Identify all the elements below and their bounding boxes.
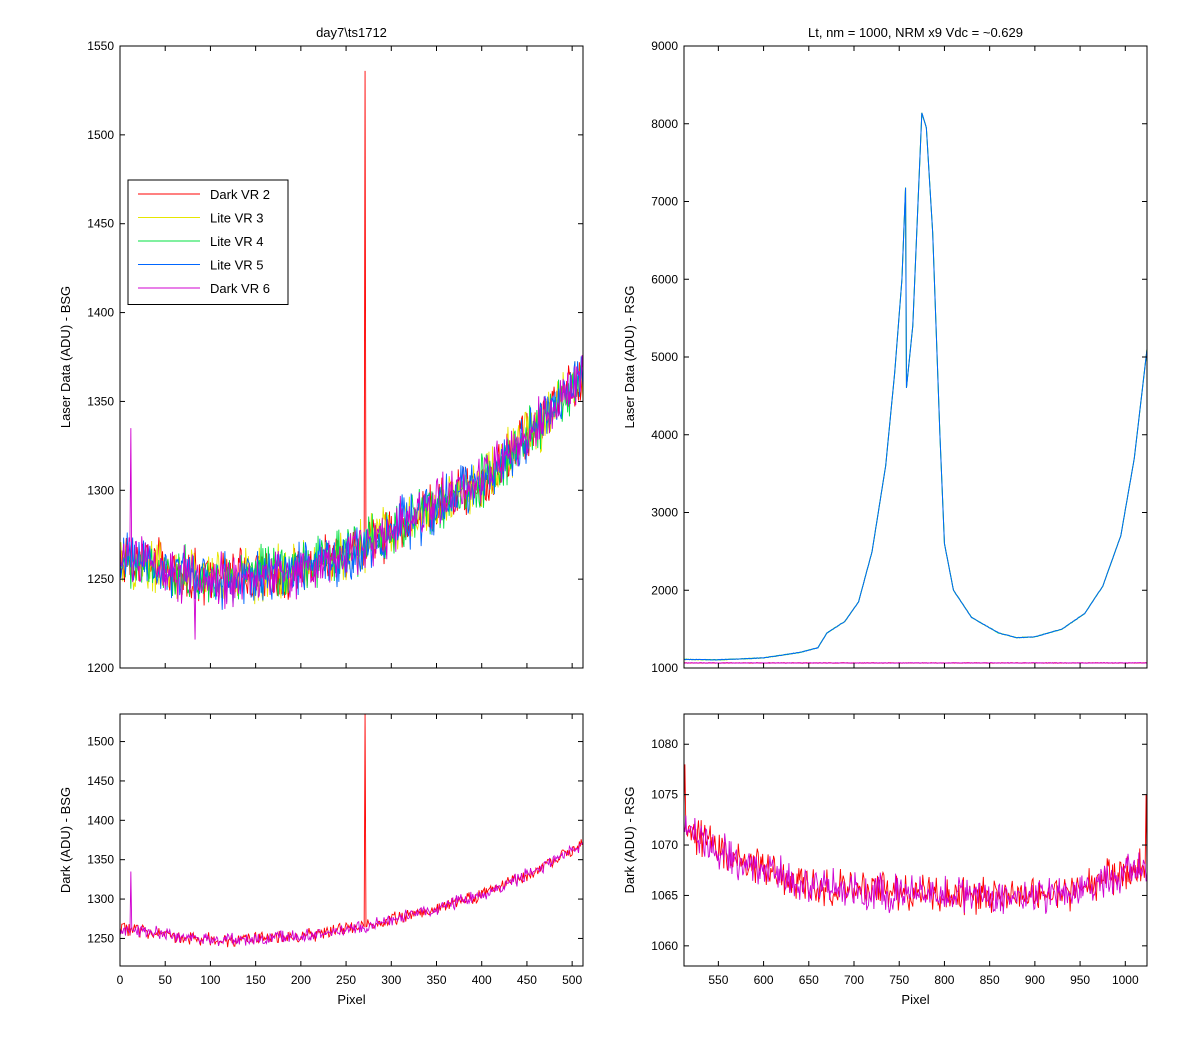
x-tick-label: 0 [117, 973, 124, 987]
y-axis-label: Laser Data (ADU) - BSG [58, 286, 73, 428]
y-tick-label: 1350 [87, 853, 114, 867]
x-tick-label: 350 [426, 973, 446, 987]
plot-area [684, 46, 1147, 668]
chart-bottom-left: 0 50 100 150 200 250 300 350 400 450 500 1250 1300 13… [58, 713, 584, 1007]
y-tick-label: 1080 [651, 737, 678, 751]
x-tick-label: 400 [472, 973, 492, 987]
x-tick-label: 200 [291, 973, 311, 987]
plot-area [120, 46, 583, 668]
x-tick-label: 550 [708, 973, 728, 987]
x-tick-label: 800 [934, 973, 954, 987]
series-line-dark-vr-6 [684, 815, 1147, 914]
x-tick-label: 950 [1070, 973, 1090, 987]
y-tick-label: 1060 [651, 939, 678, 953]
legend-entry-label: Lite VR 4 [210, 234, 263, 249]
series-group [684, 764, 1147, 916]
x-tick-label: 750 [889, 973, 909, 987]
y-tick-label: 1250 [87, 572, 114, 586]
y-tick-label: 1500 [87, 128, 114, 142]
y-tick-label: 1550 [87, 39, 114, 53]
x-tick-label: 500 [562, 973, 582, 987]
legend-box [127, 179, 289, 305]
x-tick-label: 150 [246, 973, 266, 987]
legend-entry-label: Dark VR 2 [210, 187, 270, 202]
x-tick-label: 450 [517, 973, 537, 987]
x-axis-label: Pixel [337, 992, 365, 1007]
y-axis-label: Dark (ADU) - RSG [622, 787, 637, 894]
y-tick-label: 1070 [651, 838, 678, 852]
y-tick-label: 3000 [651, 506, 678, 520]
series-line-lite-vr-5 [684, 112, 1147, 661]
y-tick-label: 1065 [651, 888, 678, 902]
y-tick-label: 1500 [87, 735, 114, 749]
y-tick-label: 1350 [87, 394, 114, 408]
chart-bottom-right: 550 600 650 700 750 800 850 900 950 1000 1060 1065 1… [622, 713, 1148, 1007]
legend-entry-label: Lite VR 5 [210, 258, 263, 273]
chart-title: day7\ts1712 [316, 25, 387, 40]
chart-top-left: 1200 1250 1300 1350 1400 1450 1500 1550 day7\ts1… [58, 25, 584, 675]
axes-frame [119, 713, 584, 967]
x-tick-label: 1000 [1112, 973, 1139, 987]
legend-entry-label: Dark VR 6 [210, 281, 270, 296]
y-tick-label: 5000 [651, 350, 678, 364]
chart-top-right: 1000 2000 3000 4000 5000 6000 7000 8000 9000 Lt, … [622, 25, 1148, 675]
y-tick-label: 8000 [651, 117, 678, 131]
y-tick-label: 1450 [87, 774, 114, 788]
y-tick-label: 1075 [651, 788, 678, 802]
plot-area [684, 714, 1147, 966]
x-tick-label: 250 [336, 973, 356, 987]
y-tick-label: 1400 [87, 306, 114, 320]
chart-title: Lt, nm = 1000, NRM x9 Vdc = ~0.629 [808, 25, 1023, 40]
y-tick-label: 1300 [87, 483, 114, 497]
x-tick-label: 850 [980, 973, 1000, 987]
x-axis-label: Pixel [901, 992, 929, 1007]
y-tick-label: 1200 [87, 661, 114, 675]
y-tick-label: 6000 [651, 272, 678, 286]
x-tick-label: 900 [1025, 973, 1045, 987]
y-tick-label: 4000 [651, 428, 678, 442]
series-line-lite-vr-5 [120, 356, 583, 610]
series-group [120, 714, 583, 948]
series-line-dark-vr-6 [120, 841, 583, 947]
y-axis-label: Laser Data (ADU) - RSG [622, 285, 637, 428]
y-tick-label: 2000 [651, 583, 678, 597]
y-tick-label: 1300 [87, 892, 114, 906]
axes-frame [119, 45, 584, 669]
axes-frame [683, 713, 1148, 967]
y-tick-label: 1450 [87, 217, 114, 231]
plot-area [120, 714, 583, 966]
y-tick-label: 1000 [651, 661, 678, 675]
y-axis-label: Dark (ADU) - BSG [58, 787, 73, 893]
y-tick-label: 7000 [651, 195, 678, 209]
x-tick-label: 600 [754, 973, 774, 987]
y-tick-label: 1250 [87, 931, 114, 945]
series-line-dark-vr-6 [120, 355, 583, 640]
series-group [120, 70, 583, 640]
y-tick-label: 1400 [87, 813, 114, 827]
x-tick-label: 50 [159, 973, 173, 987]
x-tick-label: 100 [200, 973, 220, 987]
y-tick-label: 9000 [651, 39, 678, 53]
x-tick-label: 700 [844, 973, 864, 987]
legend: Dark VR 2 Lite VR 3 Lite VR 4 Lite VR 5 Dark… [127, 179, 289, 305]
series-group [684, 112, 1147, 664]
legend-entry-label: Lite VR 3 [210, 211, 263, 226]
x-tick-label: 650 [799, 973, 819, 987]
x-tick-label: 300 [381, 973, 401, 987]
series-line-dark-vr-2 [684, 764, 1147, 916]
